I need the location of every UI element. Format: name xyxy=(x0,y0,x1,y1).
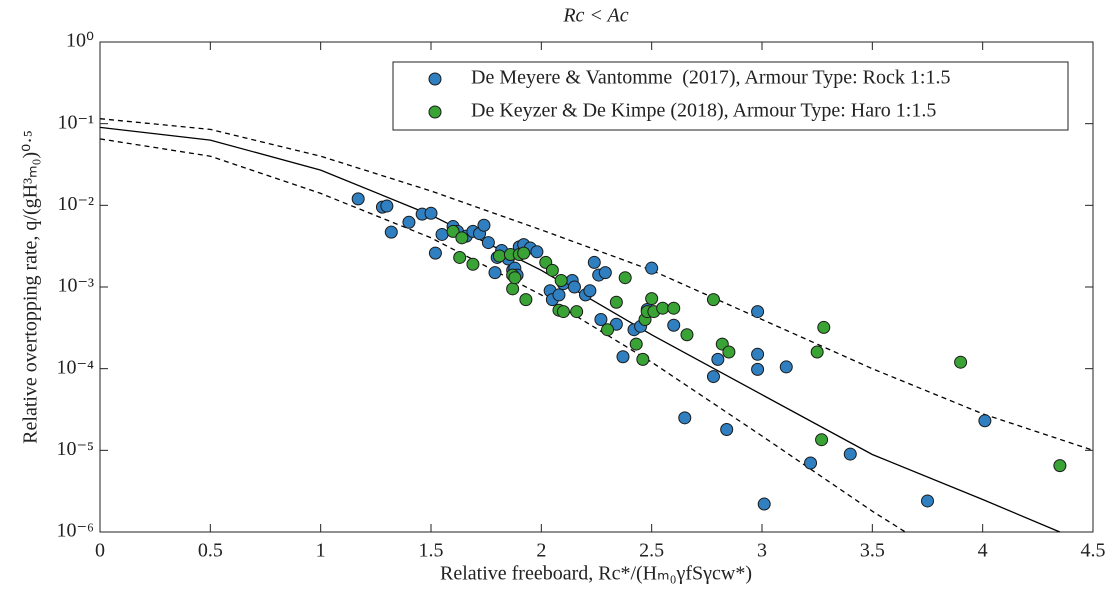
scatter-point xyxy=(492,249,506,263)
scatter-point xyxy=(583,284,597,298)
scatter-point xyxy=(384,225,398,239)
scatter-point xyxy=(706,370,720,384)
legend-marker xyxy=(428,105,442,119)
scatter-point xyxy=(488,266,502,280)
y-tick-label: 10⁻⁵ xyxy=(56,438,94,460)
scatter-point xyxy=(598,266,612,280)
scatter-point xyxy=(817,320,831,334)
scatter-point xyxy=(552,288,566,302)
y-tick-label: 10⁻⁶ xyxy=(56,520,94,542)
dashed-curve xyxy=(99,118,1094,451)
scatter-point xyxy=(978,414,992,428)
scatter-point xyxy=(616,350,630,364)
x-axis-label: Relative freeboard, Rc*/(Hₘ₀γfSγcw*) xyxy=(440,563,752,585)
scatter-point xyxy=(570,305,584,319)
scatter-point xyxy=(545,263,559,277)
legend-marker xyxy=(428,72,442,86)
scatter-point xyxy=(751,362,765,376)
scatter-point xyxy=(645,261,659,275)
scatter-point xyxy=(810,345,824,359)
scatter-point xyxy=(594,312,608,326)
scatter-point xyxy=(751,305,765,319)
scatter-point xyxy=(706,293,720,307)
scatter-point xyxy=(656,301,670,315)
scatter-point xyxy=(779,360,793,374)
scatter-point xyxy=(402,215,416,229)
scatter-point xyxy=(554,274,568,288)
scatter-point xyxy=(711,352,725,366)
scatter-point xyxy=(720,422,734,436)
x-tick-label: 3.5 xyxy=(860,540,885,562)
x-tick-label: 4.5 xyxy=(1081,540,1106,562)
scatter-point xyxy=(587,255,601,269)
scatter-point xyxy=(428,246,442,260)
y-axis-label: Relative overtopping rate, q/(gH³ₘ₀)⁰·⁵ xyxy=(20,130,42,444)
scatter-point xyxy=(380,199,394,213)
scatter-point xyxy=(804,456,818,470)
scatter-point xyxy=(455,231,469,245)
scatter-point xyxy=(636,352,650,366)
scatter-point xyxy=(618,271,632,285)
scatter-point xyxy=(556,305,570,319)
scatter-point xyxy=(601,323,615,337)
scatter-point xyxy=(481,236,495,250)
scatter-point xyxy=(629,337,643,351)
scatter-point xyxy=(530,245,544,259)
scatter-point xyxy=(954,355,968,369)
legend-label: De Keyzer & De Kimpe (2018), Armour Type… xyxy=(471,100,936,122)
y-tick-label: 10⁻⁴ xyxy=(56,356,94,378)
scatter-point xyxy=(519,293,533,307)
scatter-point xyxy=(477,218,491,232)
y-tick-label: 10⁰ xyxy=(66,30,94,52)
scatter-point xyxy=(843,447,857,461)
legend-box xyxy=(392,61,1069,131)
scatter-point xyxy=(506,282,520,296)
scatter-point xyxy=(446,224,460,238)
scatter-point xyxy=(435,227,449,241)
y-tick-label: 10⁻² xyxy=(57,193,94,215)
scatter-point xyxy=(645,292,659,306)
scatter-point xyxy=(567,280,581,294)
scatter-point xyxy=(757,497,771,511)
scatter-point xyxy=(678,411,692,425)
x-tick-label: 0 xyxy=(95,540,105,562)
scatter-point xyxy=(815,433,829,447)
scatter-point xyxy=(751,347,765,361)
scatter-point xyxy=(680,328,694,342)
scatter-point xyxy=(508,271,522,285)
x-tick-label: 1.5 xyxy=(419,540,444,562)
x-tick-label: 0.5 xyxy=(198,540,223,562)
scatter-point xyxy=(667,318,681,332)
scatter-point xyxy=(517,246,531,260)
scatter-point xyxy=(921,494,934,508)
dashed-curve xyxy=(99,138,906,533)
x-tick-label: 3 xyxy=(757,540,767,562)
scatter-point xyxy=(1053,459,1067,473)
x-tick-label: 2 xyxy=(536,540,546,562)
chart-title: Rc < Ac xyxy=(562,5,628,27)
fit-curve xyxy=(99,126,1061,533)
y-tick-label: 10⁻³ xyxy=(57,275,94,297)
x-tick-label: 4 xyxy=(978,540,988,562)
scatter-point xyxy=(466,257,480,271)
scatter-point xyxy=(667,301,681,315)
scatter-point xyxy=(424,206,438,220)
x-tick-label: 2.5 xyxy=(639,540,664,562)
scatter-point xyxy=(722,345,736,359)
scatter-point xyxy=(609,295,623,309)
legend-label: De Meyere & Vantomme (2017), Armour Type… xyxy=(471,67,950,89)
scatter-point xyxy=(351,192,365,206)
scatter-point xyxy=(453,250,467,264)
y-tick-label: 10⁻¹ xyxy=(57,111,94,133)
x-tick-label: 1 xyxy=(316,540,326,562)
